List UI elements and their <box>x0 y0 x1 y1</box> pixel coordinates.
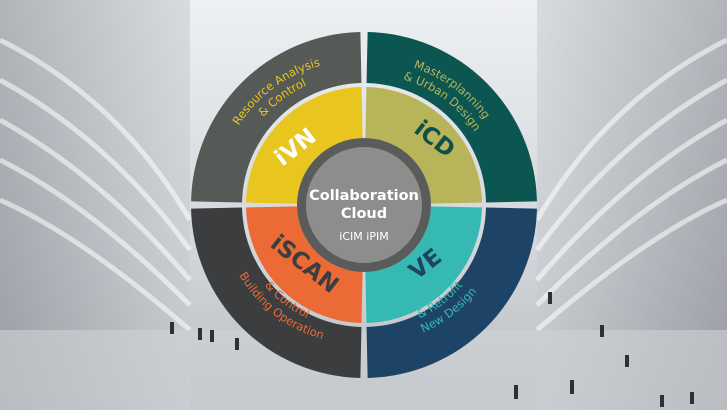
collaboration-cloud-hub: Collaboration Cloud iCIM iPIM <box>297 138 431 272</box>
ve-outer-ring <box>366 207 537 378</box>
ve-inner-band <box>365 206 482 323</box>
iscan-outer-ring <box>191 207 362 378</box>
hub-title-line1: Collaboration <box>309 188 419 204</box>
ivn-inner-band <box>246 87 363 204</box>
icd-inner-band <box>365 87 482 204</box>
hub-subtitle: iCIM iPIM <box>339 230 388 243</box>
icd-outer-ring <box>366 32 537 203</box>
ivn-outer-ring <box>191 32 362 203</box>
iscan-inner-band <box>246 206 363 323</box>
hub-title-line2: Cloud <box>341 206 387 222</box>
quadrant-wedges <box>191 32 537 378</box>
